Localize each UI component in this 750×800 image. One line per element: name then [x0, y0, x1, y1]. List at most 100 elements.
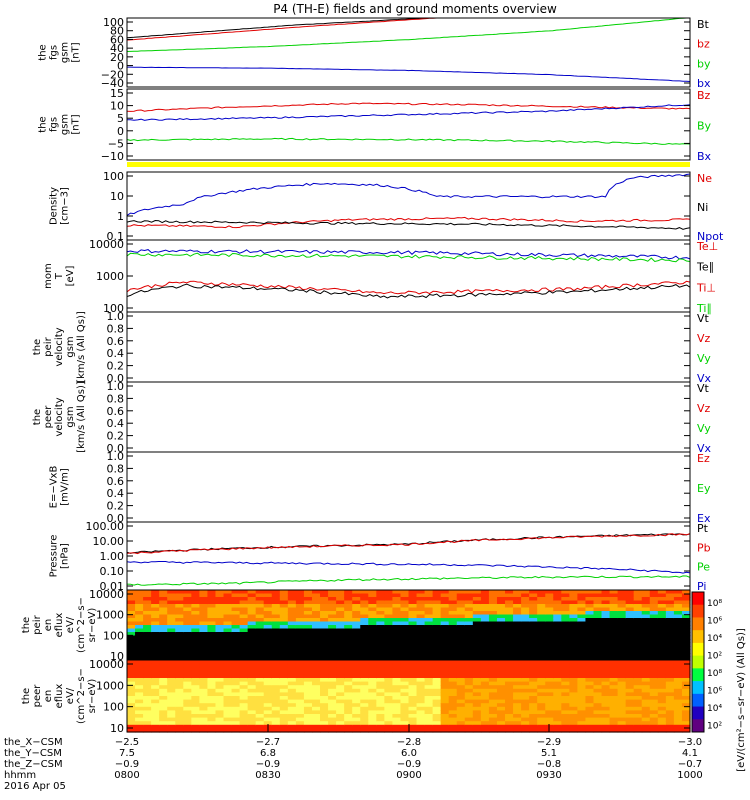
heatmap-cell	[472, 621, 482, 626]
heatmap-cell	[287, 710, 297, 715]
heatmap-cell	[464, 632, 474, 637]
heatmap-cell	[151, 618, 160, 623]
heatmap-cell	[480, 674, 490, 679]
heatmap-cell	[593, 710, 603, 715]
heatmap-cell	[569, 681, 578, 686]
heatmap-cell	[127, 688, 136, 693]
heatmap-cell	[199, 628, 209, 633]
heatmap-cell	[231, 667, 241, 672]
heatmap-cell	[167, 639, 176, 644]
heatmap-cell	[641, 670, 651, 675]
heatmap-cell	[553, 649, 562, 654]
heatmap-cell	[368, 628, 377, 633]
heatmap-cell	[440, 706, 450, 711]
heatmap-cell	[657, 721, 667, 726]
x-tick-label: 5.1	[541, 748, 557, 759]
heatmap-cell	[135, 703, 144, 708]
heatmap-cell	[191, 699, 200, 704]
heatmap-cell	[625, 663, 635, 668]
heatmap-cell	[255, 714, 265, 719]
heatmap-cell	[496, 667, 506, 672]
x-tick-label: −2.8	[397, 737, 421, 748]
heatmap-cell	[303, 628, 313, 633]
heatmap-cell	[207, 728, 217, 733]
heatmap-cell	[513, 692, 522, 697]
heatmap-cell	[127, 681, 136, 686]
heatmap-cell	[320, 660, 329, 665]
heatmap-cell	[505, 611, 514, 616]
y-tick-label: 0.2	[107, 360, 125, 373]
heatmap-cell	[488, 699, 498, 704]
heatmap-cell	[360, 597, 369, 602]
y-axis-label: [eV]	[65, 266, 76, 287]
heatmap-cell	[521, 692, 530, 697]
heatmap-cell	[505, 721, 514, 726]
heatmap-cell	[295, 625, 305, 630]
heatmap-cell	[191, 632, 200, 637]
heatmap-cell	[553, 681, 562, 686]
heatmap-cell	[545, 604, 554, 609]
heatmap-cell	[183, 667, 192, 672]
heatmap-cell	[416, 660, 426, 665]
heatmap-cell	[167, 604, 176, 609]
heatmap-cell	[376, 703, 385, 708]
heatmap-cell	[368, 590, 377, 595]
heatmap-cell	[673, 597, 683, 602]
heatmap-cell	[609, 688, 619, 693]
heatmap-cell	[472, 656, 482, 661]
heatmap-cell	[151, 667, 160, 672]
heatmap-cell	[247, 600, 257, 605]
heatmap-cell	[175, 663, 184, 668]
heatmap-cell	[328, 670, 337, 675]
heatmap-cell	[577, 660, 587, 665]
heatmap-cell	[400, 688, 410, 693]
heatmap-cell	[633, 607, 643, 612]
heatmap-cell	[665, 590, 675, 595]
heatmap-cell	[649, 618, 659, 623]
heatmap-cell	[215, 674, 225, 679]
heatmap-cell	[681, 663, 691, 668]
heatmap-cell	[440, 614, 450, 619]
heatmap-cell	[344, 607, 353, 612]
heatmap-cell	[328, 590, 337, 595]
heatmap-cell	[191, 706, 200, 711]
heatmap-cell	[271, 593, 281, 598]
heatmap-cell	[215, 699, 225, 704]
heatmap-cell	[529, 728, 538, 733]
heatmap-cell	[513, 618, 522, 623]
heatmap-cell	[609, 628, 619, 633]
heatmap-cell	[424, 681, 434, 686]
heatmap-cell	[384, 635, 394, 640]
heatmap-cell	[577, 642, 587, 647]
heatmap-cell	[649, 593, 659, 598]
y-tick-label: 0.6	[107, 335, 125, 348]
heatmap-cell	[440, 663, 450, 668]
heatmap-cell	[665, 670, 675, 675]
heatmap-cell	[416, 632, 426, 637]
heatmap-cell	[239, 667, 249, 672]
heatmap-cell	[505, 660, 514, 665]
heatmap-cell	[472, 642, 482, 647]
heatmap-cell	[472, 660, 482, 665]
heatmap-cell	[617, 663, 627, 668]
heatmap-cell	[577, 685, 587, 690]
heatmap-cell	[513, 703, 522, 708]
heatmap-cell	[199, 667, 209, 672]
heatmap-cell	[400, 660, 410, 665]
heatmap-cell	[384, 621, 394, 626]
heatmap-cell	[127, 721, 136, 726]
heatmap-cell	[496, 728, 506, 733]
heatmap-cell	[561, 696, 570, 701]
heatmap-cell	[633, 667, 643, 672]
heatmap-cell	[295, 597, 305, 602]
heatmap-cell	[665, 628, 675, 633]
heatmap-cell	[432, 724, 442, 729]
heatmap-cell	[472, 728, 482, 733]
heatmap-cell	[440, 604, 450, 609]
heatmap-cell	[392, 678, 402, 683]
heatmap-cell	[561, 663, 570, 668]
heatmap-cell	[231, 604, 241, 609]
heatmap-cell	[625, 667, 635, 672]
heatmap-cell	[545, 685, 554, 690]
heatmap-cell	[303, 649, 313, 654]
